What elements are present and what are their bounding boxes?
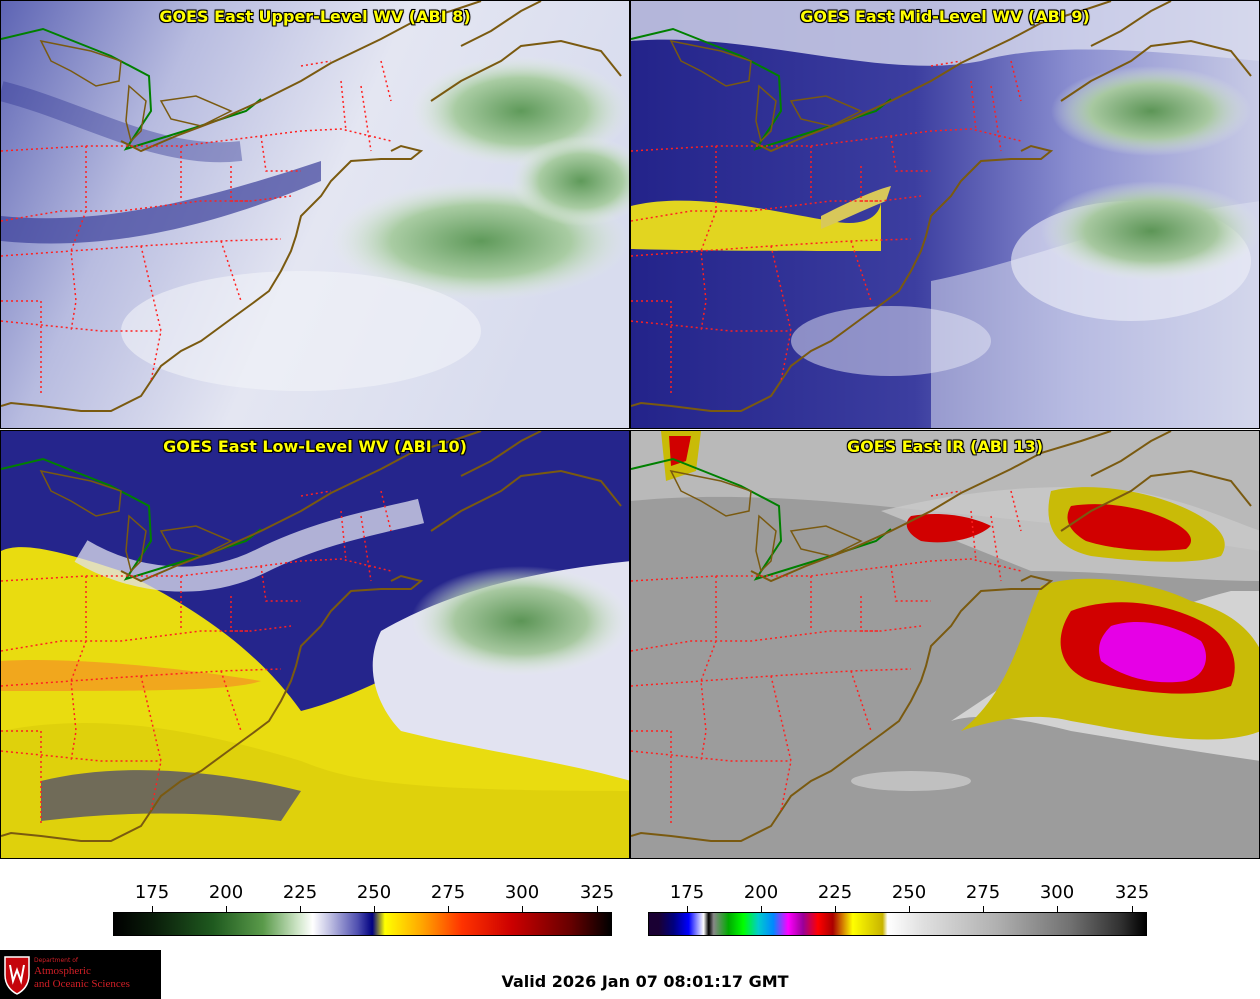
tick-mark [226,906,227,912]
tick-mark [835,906,836,912]
low-level-wv-image [1,431,629,858]
tick-label: 200 [208,882,244,903]
tick-label: 175 [669,882,705,903]
ir-panel: GOES East IR (ABI 13) [630,430,1260,859]
tick-label: 275 [965,882,1001,903]
tick-mark [983,906,984,912]
low-level-wv-panel: GOES East Low-Level WV (ABI 10) [0,430,630,859]
tick-mark [1132,906,1133,912]
tick-mark [522,906,523,912]
tick-mark [374,906,375,912]
tick-mark [687,906,688,912]
tick-mark [448,906,449,912]
ir-image [631,431,1259,858]
tick-mark [152,906,153,912]
tick-label: 225 [282,882,318,903]
tick-label: 200 [743,882,779,903]
upper-level-wv-panel: GOES East Upper-Level WV (ABI 8) [0,0,630,429]
tick-mark [597,906,598,912]
upper-level-wv-image [1,1,629,428]
tick-label: 275 [430,882,466,903]
logo-dept-text: Department of [34,957,78,964]
wv-colorbar-ticks: 175 200 225 250 275 300 325 [113,882,615,912]
uw-shield-icon [4,956,30,995]
panel-title: GOES East IR (ABI 13) [846,437,1044,456]
panel-title: GOES East Low-Level WV (ABI 10) [163,437,467,456]
tick-label: 225 [817,882,853,903]
ir-colorbar-ticks: 175 200 225 250 275 300 325 [648,882,1150,912]
tick-mark [761,906,762,912]
tick-label: 300 [504,882,540,903]
mid-level-wv-image [631,1,1259,428]
tick-mark [1057,906,1058,912]
tick-label: 175 [134,882,170,903]
tick-label: 325 [1114,882,1150,903]
tick-mark [909,906,910,912]
wv-colorbar [113,912,612,936]
logo-line1: Atmospheric [34,965,91,977]
tick-mark [300,906,301,912]
panel-title: GOES East Mid-Level WV (ABI 9) [800,7,1090,26]
valid-time: Valid 2026 Jan 07 08:01:17 GMT [501,972,789,991]
tick-label: 250 [356,882,392,903]
logo-line2: and Oceanic Sciences [34,978,130,990]
panel-title: GOES East Upper-Level WV (ABI 8) [159,7,471,26]
tick-label: 325 [579,882,615,903]
ir-colorbar [648,912,1147,936]
tick-label: 250 [891,882,927,903]
mid-level-wv-panel: GOES East Mid-Level WV (ABI 9) [630,0,1260,429]
aos-logo: Department of Atmospheric and Oceanic Sc… [0,950,161,999]
tick-label: 300 [1039,882,1075,903]
